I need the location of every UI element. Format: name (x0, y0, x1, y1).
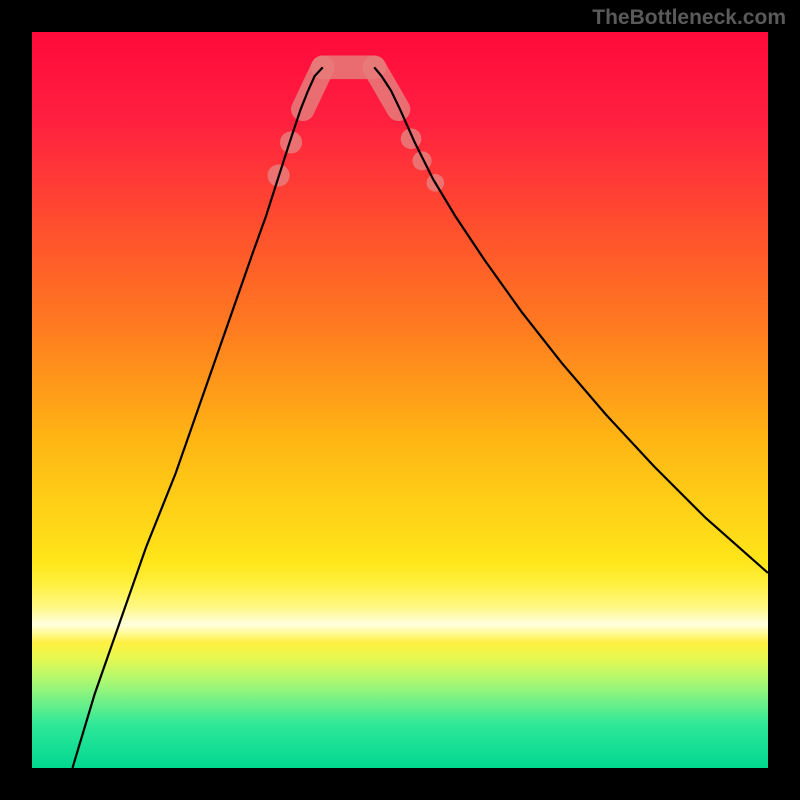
plot-area (32, 32, 768, 768)
chart-svg (32, 32, 768, 768)
pill-bead (280, 131, 302, 153)
pill-bead (426, 174, 444, 192)
pill-bead (413, 151, 432, 170)
curve-left (72, 67, 322, 768)
pill-bead (401, 128, 422, 149)
pill-segment (374, 67, 398, 109)
pill-bead (268, 164, 290, 186)
pill-highlight (268, 67, 445, 191)
watermark-text: TheBottleneck.com (592, 6, 786, 30)
pill-segment (303, 67, 323, 109)
curve-right (374, 67, 768, 573)
